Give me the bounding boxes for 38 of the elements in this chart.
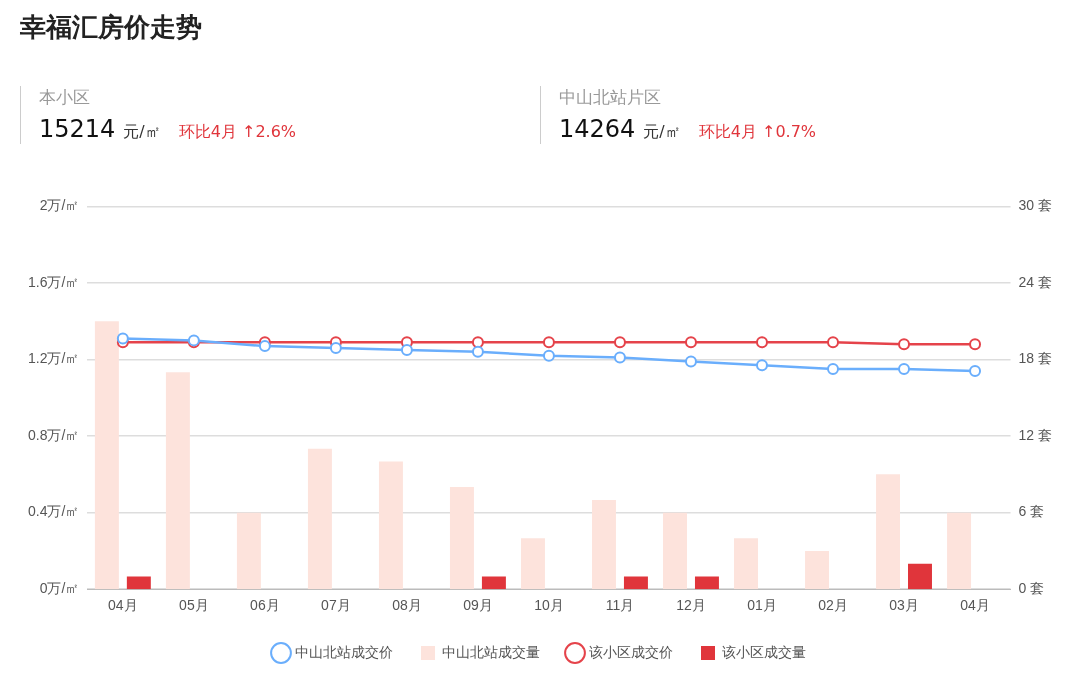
x-tick-label: 05月 bbox=[179, 597, 209, 614]
x-tick-label: 10月 bbox=[534, 597, 564, 614]
legend-label: 该小区成交量 bbox=[722, 643, 806, 660]
text: 中山北站片区 bbox=[559, 86, 662, 109]
x-tick-label: 12月 bbox=[676, 597, 706, 614]
x-tick-label: 09月 bbox=[463, 597, 493, 614]
text: 环比4月 ↑2.6% bbox=[178, 122, 297, 141]
x-tick-label: 11月 bbox=[605, 597, 635, 614]
y2-tick-label: 30 套 bbox=[1018, 197, 1053, 214]
text: 14264 bbox=[559, 115, 636, 143]
y2-tick-label: 18 套 bbox=[1018, 350, 1053, 367]
x-tick-label: 08月 bbox=[392, 597, 422, 614]
x-tick-label: 04月 bbox=[960, 597, 990, 614]
x-tick-label: 04月 bbox=[108, 597, 138, 614]
y-tick-label: 0.8万/㎡ bbox=[27, 426, 80, 443]
text: 元/㎡ bbox=[123, 122, 161, 141]
text: 15214 bbox=[39, 115, 116, 143]
text: 本小区 bbox=[39, 86, 91, 109]
y2-tick-label: 24 套 bbox=[1018, 273, 1053, 290]
x-tick-label: 06月 bbox=[250, 597, 280, 614]
text: 环比4月 ↑0.7% bbox=[698, 122, 817, 141]
legend-label: 该小区成交价 bbox=[589, 643, 673, 660]
legend-label: 中山北站成交量 bbox=[442, 643, 540, 660]
y2-tick-label: 12 套 bbox=[1018, 426, 1053, 443]
x-tick-label: 07月 bbox=[321, 597, 351, 614]
legend-label: 中山北站成交价 bbox=[295, 643, 393, 660]
y-tick-label: 1.2万/㎡ bbox=[27, 350, 80, 367]
y-tick-label: 1.6万/㎡ bbox=[27, 273, 80, 290]
y2-tick-label: 6 套 bbox=[1018, 503, 1045, 520]
y-tick-label: 0万/㎡ bbox=[39, 580, 80, 597]
x-tick-label: 03月 bbox=[889, 597, 919, 614]
text: 元/㎡ bbox=[643, 122, 681, 141]
chart-title: 幸福汇房价走势 bbox=[20, 11, 202, 44]
y-tick-label: 2万/㎡ bbox=[39, 197, 80, 214]
y2-tick-label: 0 套 bbox=[1018, 580, 1045, 597]
x-tick-label: 02月 bbox=[818, 597, 848, 614]
y-tick-label: 0.4万/㎡ bbox=[27, 503, 80, 520]
x-tick-label: 01月 bbox=[747, 597, 777, 614]
